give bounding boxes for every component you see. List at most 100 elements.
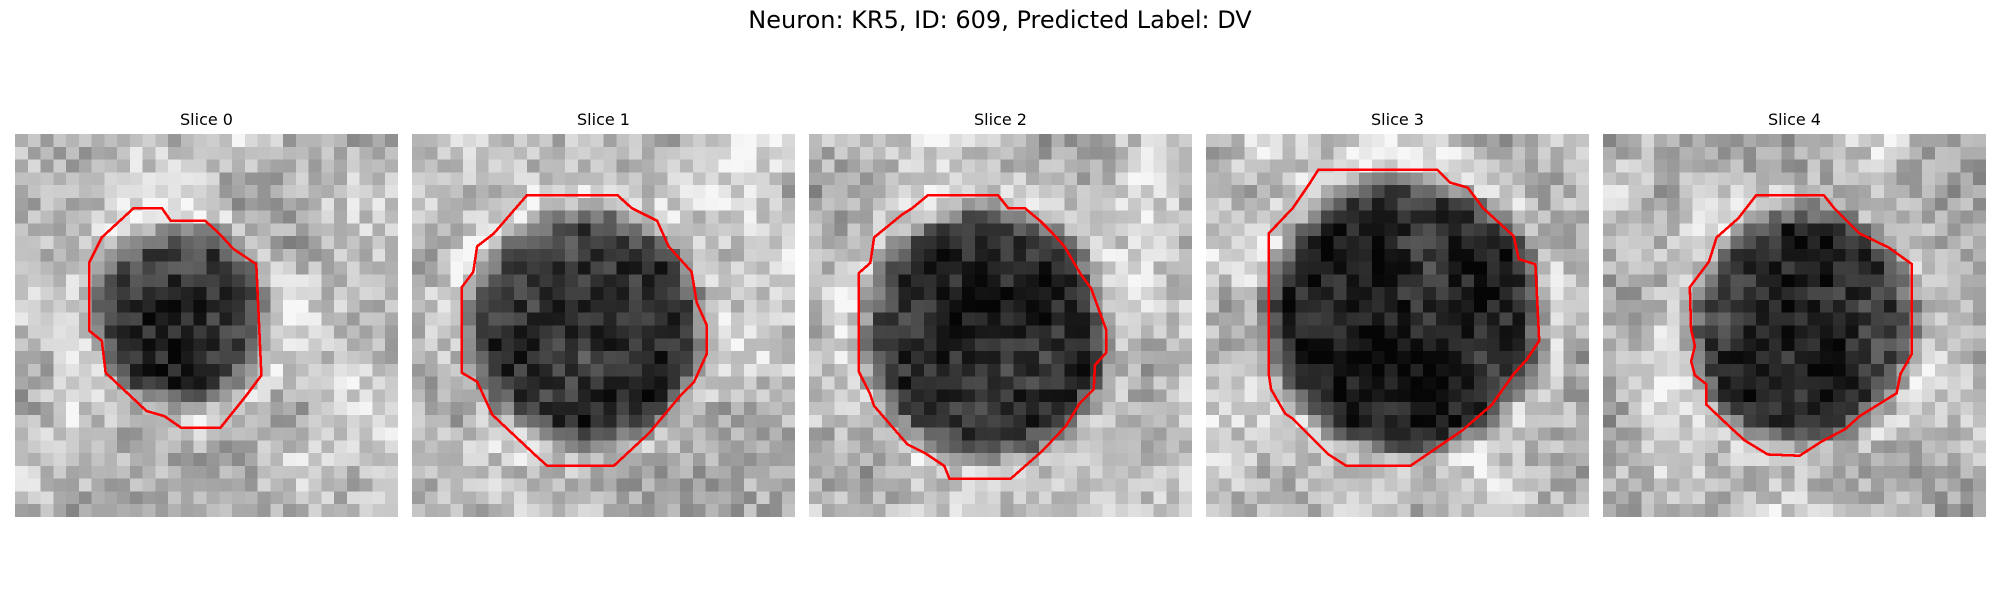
image-pixel [1064, 146, 1078, 160]
image-pixel [1922, 274, 1936, 288]
image-pixel [1576, 197, 1589, 211]
image-pixel [1359, 261, 1373, 275]
image-pixel [590, 159, 604, 173]
image-pixel [1705, 274, 1719, 288]
image-pixel [1179, 146, 1192, 160]
image-pixel [1102, 172, 1116, 186]
image-pixel [219, 504, 233, 517]
image-pixel [987, 287, 1001, 301]
image-pixel [1883, 478, 1897, 492]
image-pixel [1563, 325, 1577, 339]
image-pixel [104, 453, 118, 467]
image-pixel [1153, 172, 1167, 186]
image-pixel [821, 427, 835, 441]
image-pixel [1845, 248, 1859, 262]
image-pixel [756, 146, 770, 160]
image-pixel [1563, 223, 1577, 237]
image-pixel [577, 427, 591, 441]
image-pixel [129, 185, 143, 199]
image-pixel [1794, 134, 1808, 148]
image-pixel [1845, 236, 1859, 250]
image-pixel [232, 197, 246, 211]
image-pixel [1717, 146, 1731, 160]
image-pixel [321, 274, 335, 288]
image-pixel [463, 248, 477, 262]
image-pixel [847, 491, 861, 505]
image-pixel [372, 134, 386, 148]
image-pixel [450, 351, 464, 365]
image-pixel [1666, 440, 1680, 454]
image-pixel [321, 312, 335, 326]
image-pixel [1679, 159, 1693, 173]
image-pixel [1641, 338, 1655, 352]
image-pixel [155, 363, 169, 377]
image-pixel [1026, 197, 1040, 211]
image-pixel [885, 453, 899, 467]
image-pixel [743, 159, 757, 173]
image-pixel [885, 402, 899, 416]
image-pixel [936, 478, 950, 492]
image-pixel [1973, 312, 1986, 326]
image-pixel [1384, 376, 1398, 390]
image-pixel [743, 440, 757, 454]
image-pixel [974, 325, 988, 339]
image-pixel [1320, 504, 1334, 517]
image-pixel [1371, 312, 1385, 326]
image-pixel [1858, 491, 1872, 505]
image-pixel [1909, 134, 1923, 148]
image-pixel [1858, 134, 1872, 148]
slice-panel-3: Slice 3 [1206, 108, 1589, 517]
image-pixel [359, 299, 373, 313]
image-pixel [603, 274, 617, 288]
image-pixel [1397, 172, 1411, 186]
image-pixel [1179, 491, 1192, 505]
image-pixel [1973, 402, 1986, 416]
image-pixel [987, 223, 1001, 237]
image-pixel [641, 465, 655, 479]
image-pixel [1717, 491, 1731, 505]
image-pixel [1359, 134, 1373, 148]
image-pixel [641, 299, 655, 313]
image-pixel [359, 261, 373, 275]
image-pixel [641, 363, 655, 377]
image-pixel [1026, 351, 1040, 365]
image-pixel [385, 299, 398, 313]
image-pixel [911, 134, 925, 148]
image-pixel [1537, 504, 1551, 517]
image-pixel [168, 146, 182, 160]
image-pixel [1371, 504, 1385, 517]
image-pixel [911, 185, 925, 199]
image-pixel [334, 453, 348, 467]
image-pixel [412, 440, 426, 454]
image-pixel [1140, 465, 1154, 479]
image-pixel [1768, 325, 1782, 339]
image-pixel [463, 287, 477, 301]
image-pixel [193, 223, 207, 237]
image-pixel [1384, 134, 1398, 148]
image-pixel [1934, 159, 1948, 173]
image-pixel [590, 134, 604, 148]
image-pixel [1295, 172, 1309, 186]
image-pixel [872, 351, 886, 365]
image-pixel [1512, 325, 1526, 339]
image-pixel [834, 325, 848, 339]
image-pixel [346, 274, 360, 288]
image-pixel [206, 414, 220, 428]
image-pixel [847, 312, 861, 326]
image-pixel [1140, 312, 1154, 326]
image-pixel [244, 465, 258, 479]
image-pixel [359, 236, 373, 250]
image-pixel [488, 197, 502, 211]
image-pixel [834, 172, 848, 186]
image-pixel [590, 491, 604, 505]
image-pixel [359, 351, 373, 365]
image-pixel [756, 376, 770, 390]
image-pixel [1820, 389, 1834, 403]
image-pixel [1308, 312, 1322, 326]
image-pixel [1679, 453, 1693, 467]
image-pixel [244, 414, 258, 428]
image-pixel [936, 325, 950, 339]
image-pixel [488, 389, 502, 403]
image-pixel [424, 197, 438, 211]
image-pixel [1666, 312, 1680, 326]
